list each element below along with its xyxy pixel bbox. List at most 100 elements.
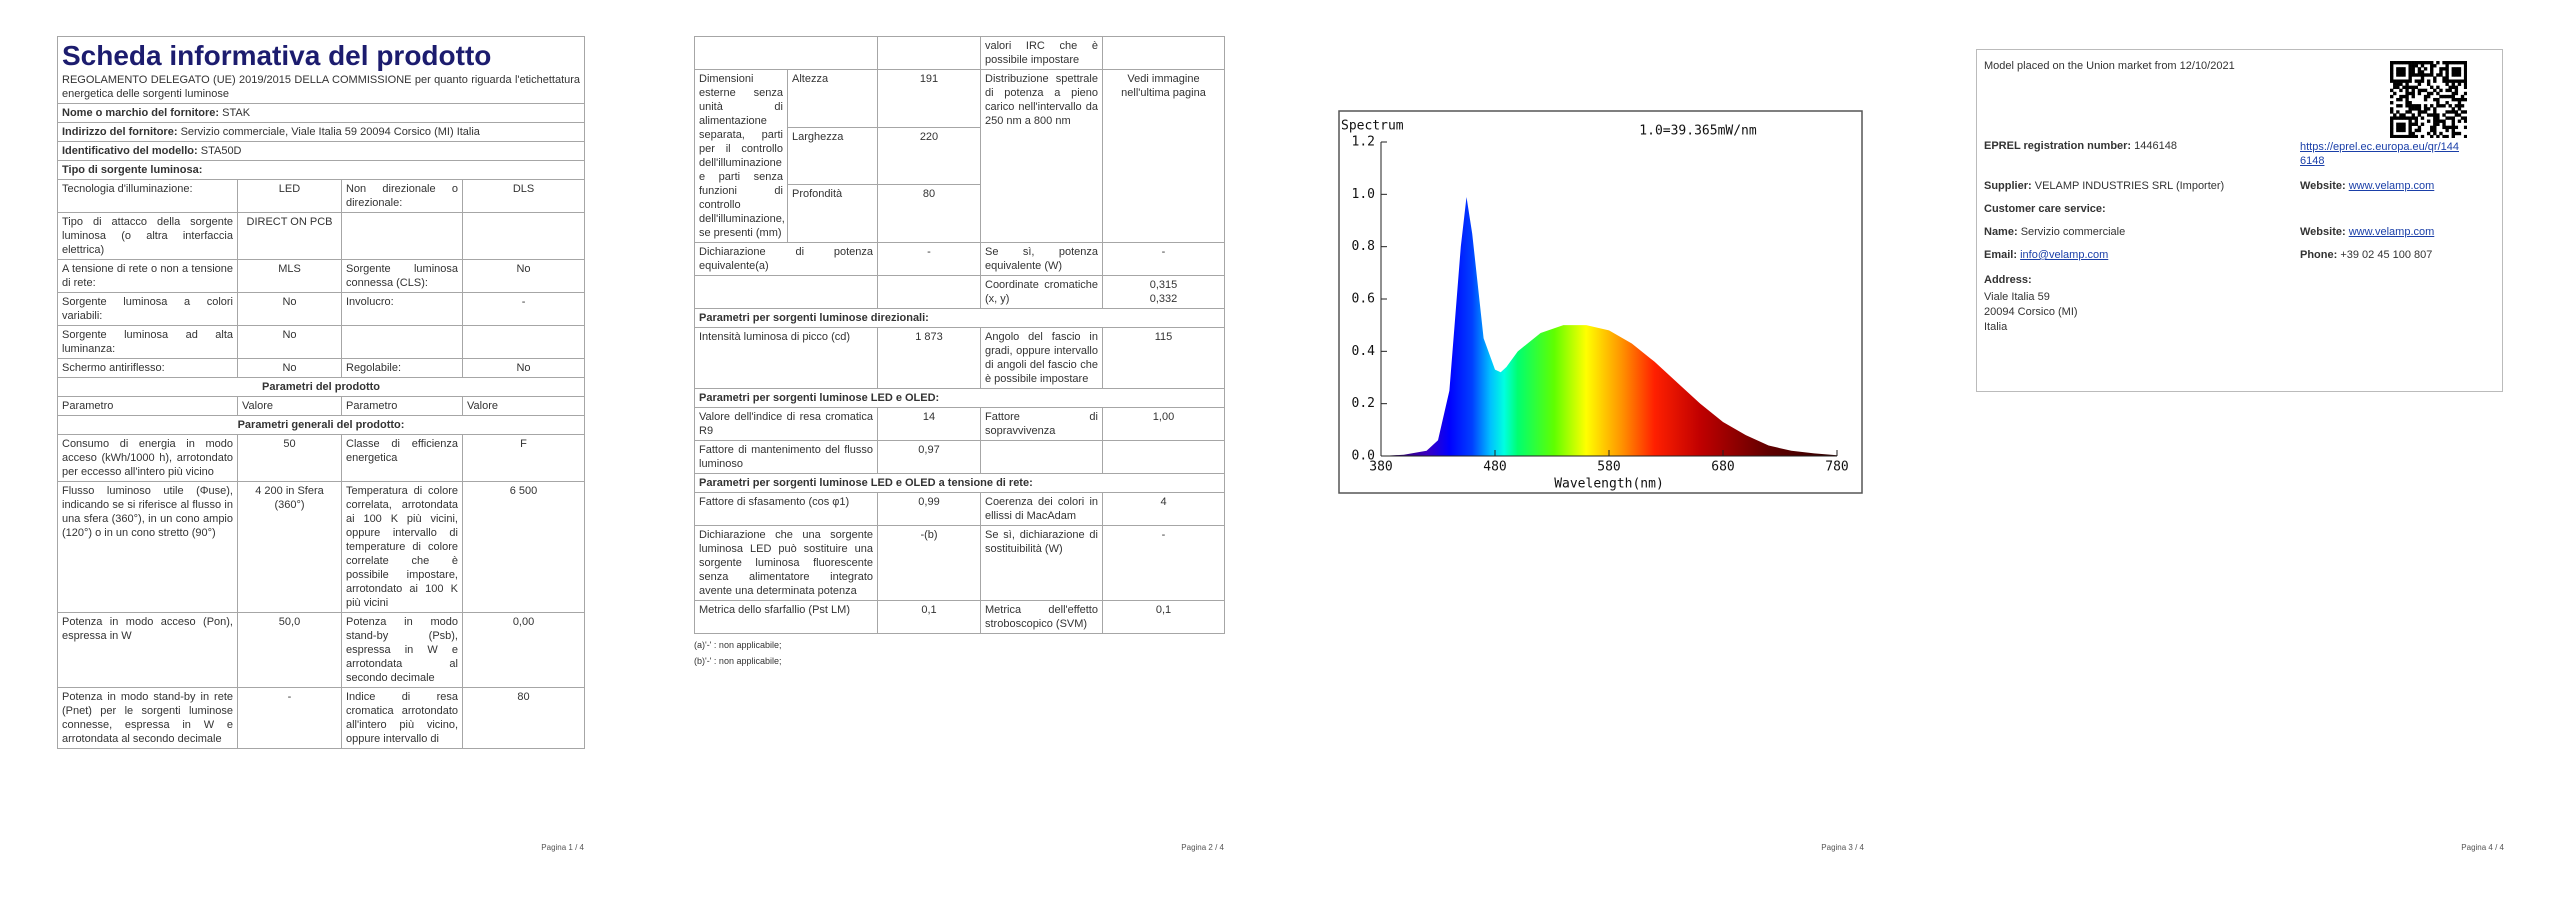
x-tick-label: 580 [1597, 460, 1620, 475]
qr-module [2402, 122, 2406, 126]
qr-module [2451, 134, 2455, 138]
qr-module [2463, 110, 2467, 114]
qr-module [2402, 94, 2406, 99]
qr-module [2390, 101, 2394, 105]
qr-module [2442, 79, 2446, 83]
qr-module [2396, 128, 2400, 133]
qr-module [2451, 119, 2455, 123]
qr-module [2411, 107, 2415, 111]
link[interactable]: www.velamp.com [2348, 226, 2435, 238]
page-4-card: Model placed on the Union market from 12… [1976, 49, 2503, 392]
table-cell: No [461, 259, 585, 293]
table-cell: No [461, 358, 585, 378]
qr-module [2390, 79, 2394, 83]
qr-module [2405, 79, 2409, 83]
x-tick-label: 480 [1483, 460, 1506, 475]
qr-module [2399, 128, 2403, 133]
table-row: Parametri del prodotto [57, 377, 585, 397]
qr-module [2454, 125, 2459, 130]
qr-module [2414, 73, 2419, 77]
table-cell: Non direzionale o direzionale: [341, 179, 463, 213]
qr-module [2426, 131, 2431, 136]
table-cell [980, 440, 1103, 474]
qr-module [2460, 97, 2465, 102]
qr-module [2408, 76, 2412, 80]
table-row: Metrica dello sfarfallio (Pst LM) 0,1 Metr… [694, 600, 1225, 634]
qr-module [2399, 82, 2403, 86]
table-cell: Regolabile: [341, 358, 463, 378]
qr-module [2396, 85, 2400, 90]
customer-care: Customer care service: [1984, 203, 2106, 215]
qr-module [2396, 110, 2400, 114]
qr-module [2405, 134, 2409, 138]
table-row: Parametri per sorgenti luminose LED e OL… [694, 388, 1225, 408]
page-number: Pagina 2 / 4 [1181, 843, 1224, 852]
table-cell: Indirizzo del fornitore: Servizio commer… [57, 122, 585, 142]
table-cell: 0,1 [1102, 600, 1225, 634]
qr-module [2448, 110, 2452, 114]
link[interactable]: info@velamp.com [2020, 249, 2109, 261]
qr-module [2411, 134, 2415, 138]
table-cell: Se sì, dichiarazione di sostituibilità (… [980, 525, 1103, 601]
table-cell: - [237, 687, 342, 749]
x-tick-label: 380 [1369, 460, 1392, 475]
qr-module [2393, 113, 2397, 117]
qr-module [2399, 61, 2403, 65]
qr-module [2445, 79, 2449, 83]
qr-module [2417, 61, 2422, 65]
table-cell: DIRECT ON PCB [237, 212, 342, 260]
table-cell: -(b) [877, 525, 981, 601]
qr-module [2396, 73, 2400, 77]
table-cell: Identificativo del modello: STA50D [57, 141, 585, 161]
field: Supplier: VELAMP INDUSTRIES SRL (Importe… [1984, 180, 2224, 192]
qr-module [2393, 116, 2397, 120]
qr-module [2436, 116, 2440, 120]
qr-module [2408, 85, 2412, 90]
link[interactable]: www.velamp.com [2348, 180, 2435, 192]
qr-module [2463, 82, 2467, 86]
qr-module [2433, 116, 2437, 120]
qr-module [2408, 70, 2412, 74]
table-cell: Valore [237, 396, 342, 416]
table-row: Parametri generali del prodotto: [57, 415, 585, 435]
table-cell [341, 325, 463, 359]
table-row: Potenza in modo stand-by in rete (Pnet) … [57, 687, 585, 749]
qr-module [2451, 73, 2455, 77]
qr-module [2405, 101, 2409, 105]
qr-module [2390, 128, 2394, 133]
qr-module [2445, 67, 2449, 71]
qr-module [2402, 134, 2406, 138]
qr-module [2420, 73, 2425, 77]
qr-module [2463, 134, 2467, 138]
qr-module [2423, 104, 2428, 108]
table-cell: Fattore di mantenimento del flusso lumin… [694, 440, 878, 474]
field-label: Indirizzo del fornitore: [62, 126, 178, 138]
qr-module [2408, 107, 2412, 111]
qr-module [2411, 113, 2415, 117]
qr-module [2408, 110, 2412, 114]
field-label: Website: [2300, 226, 2346, 238]
table-cell: LED [237, 179, 342, 213]
qr-module [2396, 79, 2400, 83]
qr-module [2414, 79, 2419, 83]
table-cell: Consumo di energia in modo acceso (kWh/1… [57, 434, 238, 482]
eprel-link[interactable]: https://eprel.ec.europa.eu/qr/1446148 [2300, 141, 2459, 167]
qr-module [2454, 97, 2459, 102]
qr-module [2460, 116, 2465, 120]
qr-module [2390, 61, 2394, 65]
qr-module [2423, 88, 2428, 93]
qr-module [2417, 110, 2422, 114]
table-cell: Potenza in modo stand-by in rete (Pnet) … [57, 687, 238, 749]
qr-module [2430, 125, 2434, 130]
qr-module [2448, 85, 2452, 90]
qr-module [2445, 94, 2449, 99]
address-line: Italia [1984, 321, 2008, 333]
qr-module [2463, 116, 2467, 120]
qr-module [2390, 73, 2394, 77]
qr-module [2390, 110, 2394, 114]
qr-module [2399, 113, 2403, 117]
qr-module [2445, 82, 2449, 86]
table-cell: 191 [877, 69, 981, 128]
table-row: Sorgente luminosa a colori variabili: No I… [57, 292, 585, 326]
qr-module [2396, 116, 2400, 120]
